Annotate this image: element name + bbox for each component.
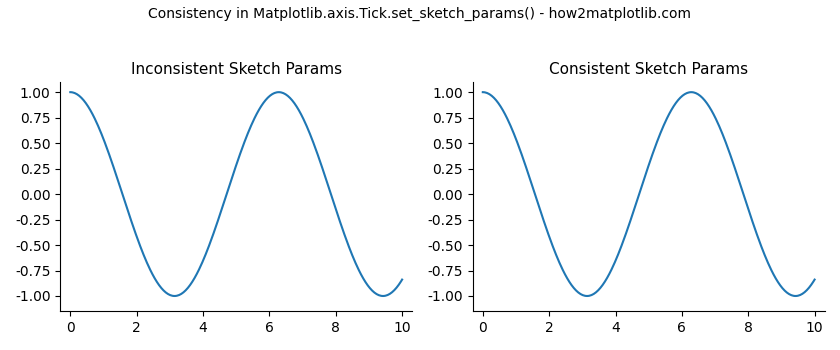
Title: Inconsistent Sketch Params: Inconsistent Sketch Params [131,62,342,77]
Text: Consistency in Matplotlib.axis.Tick.set_sketch_params() - how2matplotlib.com: Consistency in Matplotlib.axis.Tick.set_… [149,7,691,21]
Title: Consistent Sketch Params: Consistent Sketch Params [549,62,748,77]
